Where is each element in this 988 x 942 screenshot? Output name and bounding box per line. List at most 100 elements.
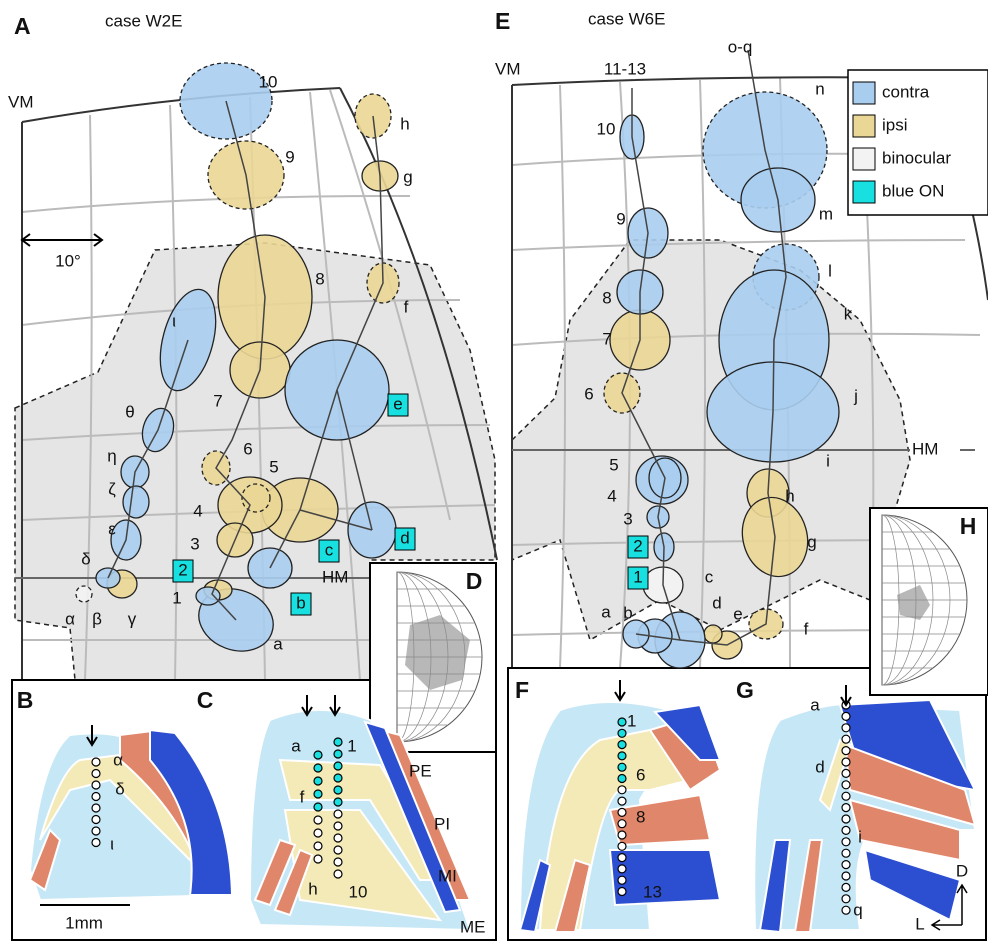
recording-site [618, 888, 626, 896]
label: γ [128, 609, 137, 628]
recording-site [842, 838, 850, 846]
label: l [828, 261, 832, 280]
label: binocular [882, 148, 951, 167]
recording-site [314, 842, 322, 850]
label: 6 [584, 384, 593, 403]
recording-site [842, 861, 850, 869]
recording-site [618, 842, 626, 850]
label: i [858, 827, 862, 846]
recording-site [842, 826, 850, 834]
recording-site [618, 752, 626, 760]
label: 10 [259, 72, 278, 91]
label: VM [8, 92, 34, 111]
recording-site [842, 735, 850, 743]
label: ι [110, 834, 114, 853]
label: 3 [190, 534, 199, 553]
recording-site [314, 790, 322, 798]
recording-site [842, 883, 850, 891]
label: f [404, 297, 409, 316]
layer-band [865, 850, 960, 920]
recording-site [842, 815, 850, 823]
recording-site [842, 792, 850, 800]
label: 1 [633, 567, 642, 586]
recording-site [334, 870, 342, 878]
label: contra [882, 82, 930, 101]
legend-swatch [853, 148, 875, 170]
recording-site [92, 781, 100, 789]
label: 8 [315, 269, 324, 288]
label: e [393, 394, 402, 413]
label: 10 [349, 882, 368, 901]
recording-site [618, 831, 626, 839]
label: ipsi [882, 115, 908, 134]
label: g [807, 532, 816, 551]
label: η [107, 446, 116, 465]
label: f [300, 787, 305, 806]
label: ε [108, 519, 116, 538]
recording-site [618, 775, 626, 783]
label: 4 [193, 501, 202, 520]
label: α [113, 750, 123, 769]
recording-site [92, 804, 100, 812]
recording-site [92, 839, 100, 847]
receptive-field [242, 484, 270, 512]
label: 2 [178, 560, 187, 579]
label: f [804, 619, 809, 638]
recording-site [334, 774, 342, 782]
label: 6 [636, 765, 645, 784]
recording-site [618, 820, 626, 828]
label: 2 [633, 536, 642, 555]
recording-site [842, 758, 850, 766]
recording-site [92, 827, 100, 835]
label: 5 [609, 455, 618, 474]
recording-site [618, 729, 626, 737]
recording-site [314, 829, 322, 837]
panel-label: G [736, 677, 754, 703]
arrow [615, 680, 625, 700]
recording-site [618, 876, 626, 884]
legend-swatch [853, 82, 875, 104]
label: blue ON [882, 181, 944, 200]
label: 1 [627, 711, 636, 730]
label: 11-13 [604, 59, 646, 78]
label: n [815, 79, 824, 98]
recording-site [314, 764, 322, 772]
legend-swatch [853, 115, 875, 137]
label: 9 [285, 147, 294, 166]
recording-site [334, 846, 342, 854]
recording-site [334, 738, 342, 746]
recording-site [842, 781, 850, 789]
recording-site [334, 750, 342, 758]
recording-site [314, 803, 322, 811]
label: 4 [607, 486, 616, 505]
label: k [844, 304, 853, 323]
figure: 10987654321abcdefghιθηζεδαβγAcase W2EVMH… [0, 0, 988, 942]
label: 1 [172, 588, 181, 607]
label: HM [322, 567, 348, 586]
recording-site [618, 797, 626, 805]
recording-site [842, 724, 850, 732]
label: m [819, 204, 833, 223]
label: PI [434, 814, 450, 833]
label: 1 [347, 736, 356, 755]
label: 10° [55, 251, 81, 270]
recording-site [92, 816, 100, 824]
receptive-field [76, 586, 92, 602]
label: i [826, 451, 830, 470]
label: ME [460, 917, 486, 936]
label: 8 [636, 807, 645, 826]
label: 9 [616, 209, 625, 228]
receptive-field [196, 587, 220, 605]
label: d [400, 528, 409, 547]
label: d [712, 593, 721, 612]
label: g [403, 167, 412, 186]
label: VM [495, 59, 521, 78]
panel-label: B [17, 687, 34, 713]
recording-site [842, 769, 850, 777]
label: 8 [602, 288, 611, 307]
label: 7 [602, 329, 611, 348]
recording-site [334, 798, 342, 806]
label: d [815, 757, 824, 776]
label: a [273, 634, 283, 653]
label: j [853, 386, 858, 405]
